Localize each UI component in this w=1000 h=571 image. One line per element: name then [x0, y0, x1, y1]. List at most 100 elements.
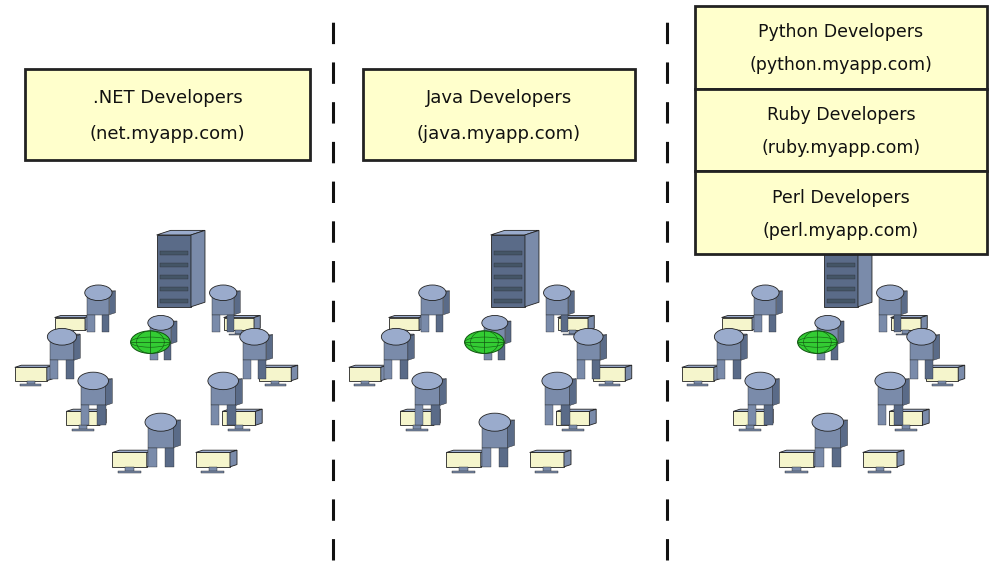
Bar	[827, 299, 855, 303]
Polygon shape	[50, 335, 80, 337]
Circle shape	[907, 328, 936, 345]
Polygon shape	[814, 450, 821, 467]
Circle shape	[798, 331, 837, 353]
Polygon shape	[570, 379, 576, 405]
Bar	[81, 405, 89, 425]
Text: (perl.myapp.com): (perl.myapp.com)	[763, 222, 919, 240]
Polygon shape	[491, 230, 539, 235]
Circle shape	[752, 285, 779, 300]
Polygon shape	[754, 293, 776, 315]
Polygon shape	[766, 409, 773, 425]
Bar	[97, 405, 106, 425]
Bar	[902, 425, 910, 430]
Bar	[79, 425, 87, 430]
Text: Perl Developers: Perl Developers	[772, 189, 910, 207]
Polygon shape	[889, 411, 922, 425]
Bar	[452, 471, 475, 473]
Bar	[150, 344, 158, 360]
Polygon shape	[508, 420, 515, 448]
Bar	[164, 344, 171, 360]
Bar	[932, 384, 953, 386]
Bar	[394, 333, 414, 335]
Polygon shape	[714, 365, 720, 381]
Polygon shape	[174, 420, 181, 448]
Polygon shape	[748, 379, 779, 381]
Circle shape	[574, 328, 603, 345]
Bar	[543, 467, 551, 472]
Bar	[400, 330, 407, 335]
Polygon shape	[109, 291, 115, 315]
Polygon shape	[841, 420, 848, 448]
Bar	[592, 360, 600, 379]
Polygon shape	[577, 335, 607, 337]
Bar	[599, 384, 620, 386]
Polygon shape	[81, 381, 106, 405]
Polygon shape	[212, 293, 234, 315]
Circle shape	[714, 328, 744, 345]
Bar	[50, 360, 58, 379]
Circle shape	[482, 315, 508, 330]
Polygon shape	[922, 409, 929, 425]
Polygon shape	[817, 323, 838, 344]
Polygon shape	[147, 450, 154, 467]
Bar	[895, 429, 917, 431]
Bar	[118, 471, 141, 473]
Polygon shape	[259, 367, 291, 381]
Polygon shape	[400, 409, 440, 411]
Polygon shape	[722, 316, 758, 317]
Polygon shape	[15, 365, 53, 367]
Circle shape	[875, 372, 906, 389]
Bar	[235, 330, 242, 335]
Bar	[406, 429, 428, 431]
Polygon shape	[112, 450, 154, 452]
Polygon shape	[381, 365, 387, 381]
Polygon shape	[243, 335, 273, 337]
Bar	[229, 333, 249, 335]
Bar	[125, 467, 134, 472]
Polygon shape	[748, 381, 773, 405]
Bar	[896, 333, 916, 335]
Polygon shape	[858, 230, 872, 307]
Bar	[228, 429, 250, 431]
Bar	[160, 263, 188, 267]
Bar	[484, 344, 492, 360]
Bar	[384, 360, 392, 379]
Polygon shape	[558, 316, 594, 317]
Bar	[413, 425, 421, 430]
Polygon shape	[878, 381, 903, 405]
Polygon shape	[901, 291, 907, 315]
Polygon shape	[349, 365, 387, 367]
Bar	[160, 275, 188, 279]
Polygon shape	[717, 337, 741, 360]
Circle shape	[812, 413, 844, 431]
Polygon shape	[910, 337, 933, 360]
Bar	[727, 333, 747, 335]
Polygon shape	[440, 379, 446, 405]
Polygon shape	[545, 381, 570, 405]
Bar	[561, 405, 570, 425]
Polygon shape	[776, 291, 782, 315]
Polygon shape	[212, 291, 240, 293]
Polygon shape	[87, 293, 109, 315]
Bar	[748, 405, 756, 425]
Polygon shape	[157, 235, 191, 307]
Circle shape	[412, 372, 443, 389]
Circle shape	[877, 285, 904, 300]
Circle shape	[381, 328, 411, 345]
Text: (java.myapp.com): (java.myapp.com)	[417, 125, 581, 143]
Bar	[160, 299, 188, 303]
Polygon shape	[191, 230, 205, 307]
Text: Python Developers: Python Developers	[758, 23, 924, 41]
Polygon shape	[863, 452, 897, 467]
Polygon shape	[255, 409, 262, 425]
Bar	[569, 425, 577, 430]
Polygon shape	[112, 452, 147, 467]
Bar	[577, 360, 585, 379]
Bar	[494, 251, 522, 255]
Polygon shape	[933, 335, 940, 360]
Polygon shape	[81, 379, 112, 381]
Polygon shape	[600, 335, 607, 360]
Circle shape	[85, 285, 112, 300]
Polygon shape	[722, 317, 752, 330]
Bar	[66, 360, 74, 379]
